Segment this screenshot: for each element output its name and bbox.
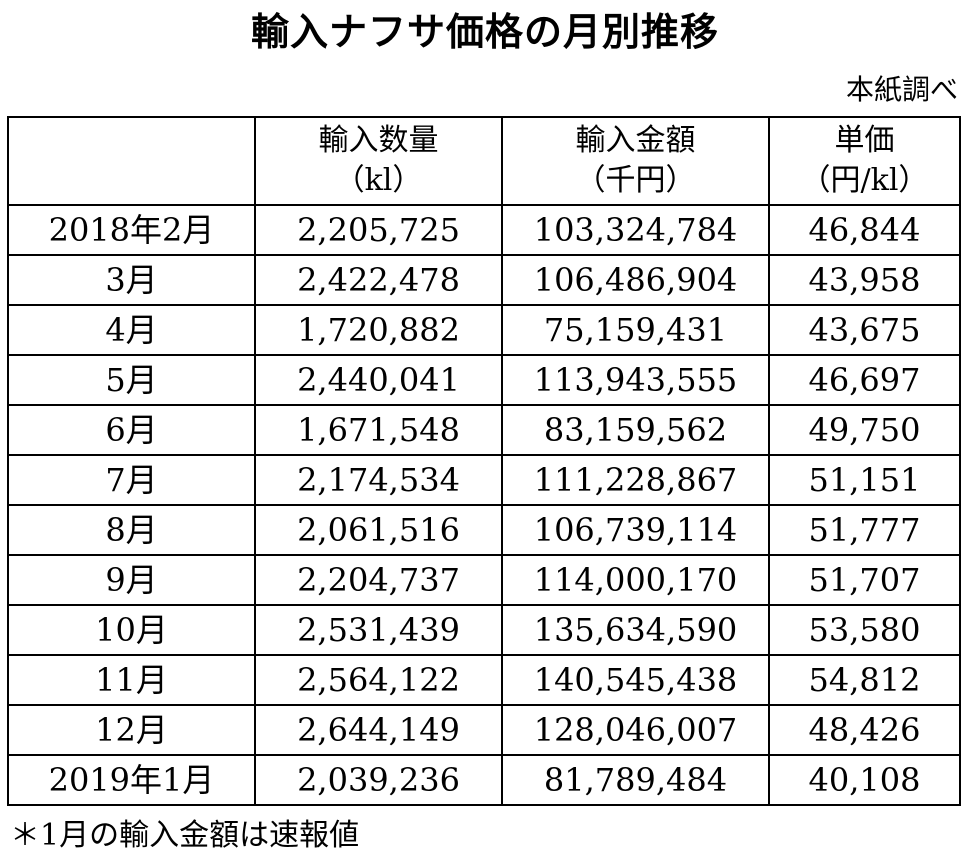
- unit-price-cell: 51,777: [768, 504, 961, 556]
- header-import-quantity: 輸入数量 （kl）: [254, 116, 503, 206]
- unit-price-cell: 54,812: [768, 654, 961, 706]
- source-note: 本紙調べ: [845, 73, 958, 106]
- month-cell: 10月: [7, 604, 256, 656]
- footnote: ＊1月の輸入金額は速報値: [10, 818, 360, 853]
- amount-cell: 106,739,114: [501, 504, 770, 556]
- month-cell: 2018年2月: [7, 204, 256, 256]
- table-row: 2018年2月 2,205,725 103,324,784 46,844: [7, 204, 961, 256]
- month-cell: 5月: [7, 354, 256, 406]
- table-row: 8月 2,061,516 106,739,114 51,777: [7, 504, 961, 556]
- unit-price-cell: 51,151: [768, 454, 961, 506]
- amount-cell: 128,046,007: [501, 704, 770, 756]
- amount-cell: 113,943,555: [501, 354, 770, 406]
- amount-cell: 135,634,590: [501, 604, 770, 656]
- amount-cell: 140,545,438: [501, 654, 770, 706]
- unit-price-cell: 43,958: [768, 254, 961, 306]
- quantity-cell: 2,039,236: [254, 754, 503, 806]
- header-unit-price: 単価 （円/kl）: [768, 116, 961, 206]
- quantity-cell: 1,720,882: [254, 304, 503, 356]
- table-row: 7月 2,174,534 111,228,867 51,151: [7, 454, 961, 506]
- month-cell: 11月: [7, 654, 256, 706]
- header-label: 単価: [834, 123, 895, 158]
- table-row: 4月 1,720,882 75,159,431 43,675: [7, 304, 961, 356]
- unit-price-cell: 53,580: [768, 604, 961, 656]
- header-label: 輸入金額: [575, 123, 696, 158]
- table-row: 11月 2,564,122 140,545,438 54,812: [7, 654, 961, 706]
- table-row: 5月 2,440,041 113,943,555 46,697: [7, 354, 961, 406]
- header-label: 輸入数量: [318, 123, 439, 158]
- unit-price-cell: 48,426: [768, 704, 961, 756]
- month-cell: 7月: [7, 454, 256, 506]
- month-cell: 6月: [7, 404, 256, 456]
- table-row: 6月 1,671,548 83,159,562 49,750: [7, 404, 961, 456]
- amount-cell: 106,486,904: [501, 254, 770, 306]
- amount-cell: 83,159,562: [501, 404, 770, 456]
- month-cell: 12月: [7, 704, 256, 756]
- quantity-cell: 2,061,516: [254, 504, 503, 556]
- quantity-cell: 2,644,149: [254, 704, 503, 756]
- quantity-cell: 2,440,041: [254, 354, 503, 406]
- month-cell: 4月: [7, 304, 256, 356]
- header-blank: [7, 116, 256, 206]
- quantity-cell: 2,174,534: [254, 454, 503, 506]
- table-row: 12月 2,644,149 128,046,007 48,426: [7, 704, 961, 756]
- amount-cell: 114,000,170: [501, 554, 770, 606]
- naphtha-price-table: 輸入数量 （kl） 輸入金額 （千円） 単価 （円/kl） 2018年2月 2,2…: [7, 116, 961, 806]
- unit-price-cell: 43,675: [768, 304, 961, 356]
- table-body: 2018年2月 2,205,725 103,324,784 46,844 3月 2,422…: [7, 204, 961, 806]
- unit-price-cell: 49,750: [768, 404, 961, 456]
- quantity-cell: 1,671,548: [254, 404, 503, 456]
- month-cell: 9月: [7, 554, 256, 606]
- table-row: 2019年1月 2,039,236 81,789,484 40,108: [7, 754, 961, 806]
- amount-cell: 103,324,784: [501, 204, 770, 256]
- month-cell: 3月: [7, 254, 256, 306]
- quantity-cell: 2,205,725: [254, 204, 503, 256]
- header-unit: （kl）: [334, 163, 423, 198]
- table-header-row: 輸入数量 （kl） 輸入金額 （千円） 単価 （円/kl）: [7, 116, 961, 206]
- quantity-cell: 2,204,737: [254, 554, 503, 606]
- amount-cell: 111,228,867: [501, 454, 770, 506]
- month-cell: 2019年1月: [7, 754, 256, 806]
- amount-cell: 81,789,484: [501, 754, 770, 806]
- table-row: 3月 2,422,478 106,486,904 43,958: [7, 254, 961, 306]
- quantity-cell: 2,531,439: [254, 604, 503, 656]
- quantity-cell: 2,422,478: [254, 254, 503, 306]
- unit-price-cell: 46,697: [768, 354, 961, 406]
- header-unit: （円/kl）: [800, 163, 929, 198]
- month-cell: 8月: [7, 504, 256, 556]
- quantity-cell: 2,564,122: [254, 654, 503, 706]
- header-unit: （千円）: [575, 163, 696, 198]
- table-row: 10月 2,531,439 135,634,590 53,580: [7, 604, 961, 656]
- unit-price-cell: 46,844: [768, 204, 961, 256]
- table-row: 9月 2,204,737 114,000,170 51,707: [7, 554, 961, 606]
- unit-price-cell: 51,707: [768, 554, 961, 606]
- header-import-amount: 輸入金額 （千円）: [501, 116, 770, 206]
- amount-cell: 75,159,431: [501, 304, 770, 356]
- unit-price-cell: 40,108: [768, 754, 961, 806]
- page-title: 輸入ナフサ価格の月別推移: [250, 10, 719, 54]
